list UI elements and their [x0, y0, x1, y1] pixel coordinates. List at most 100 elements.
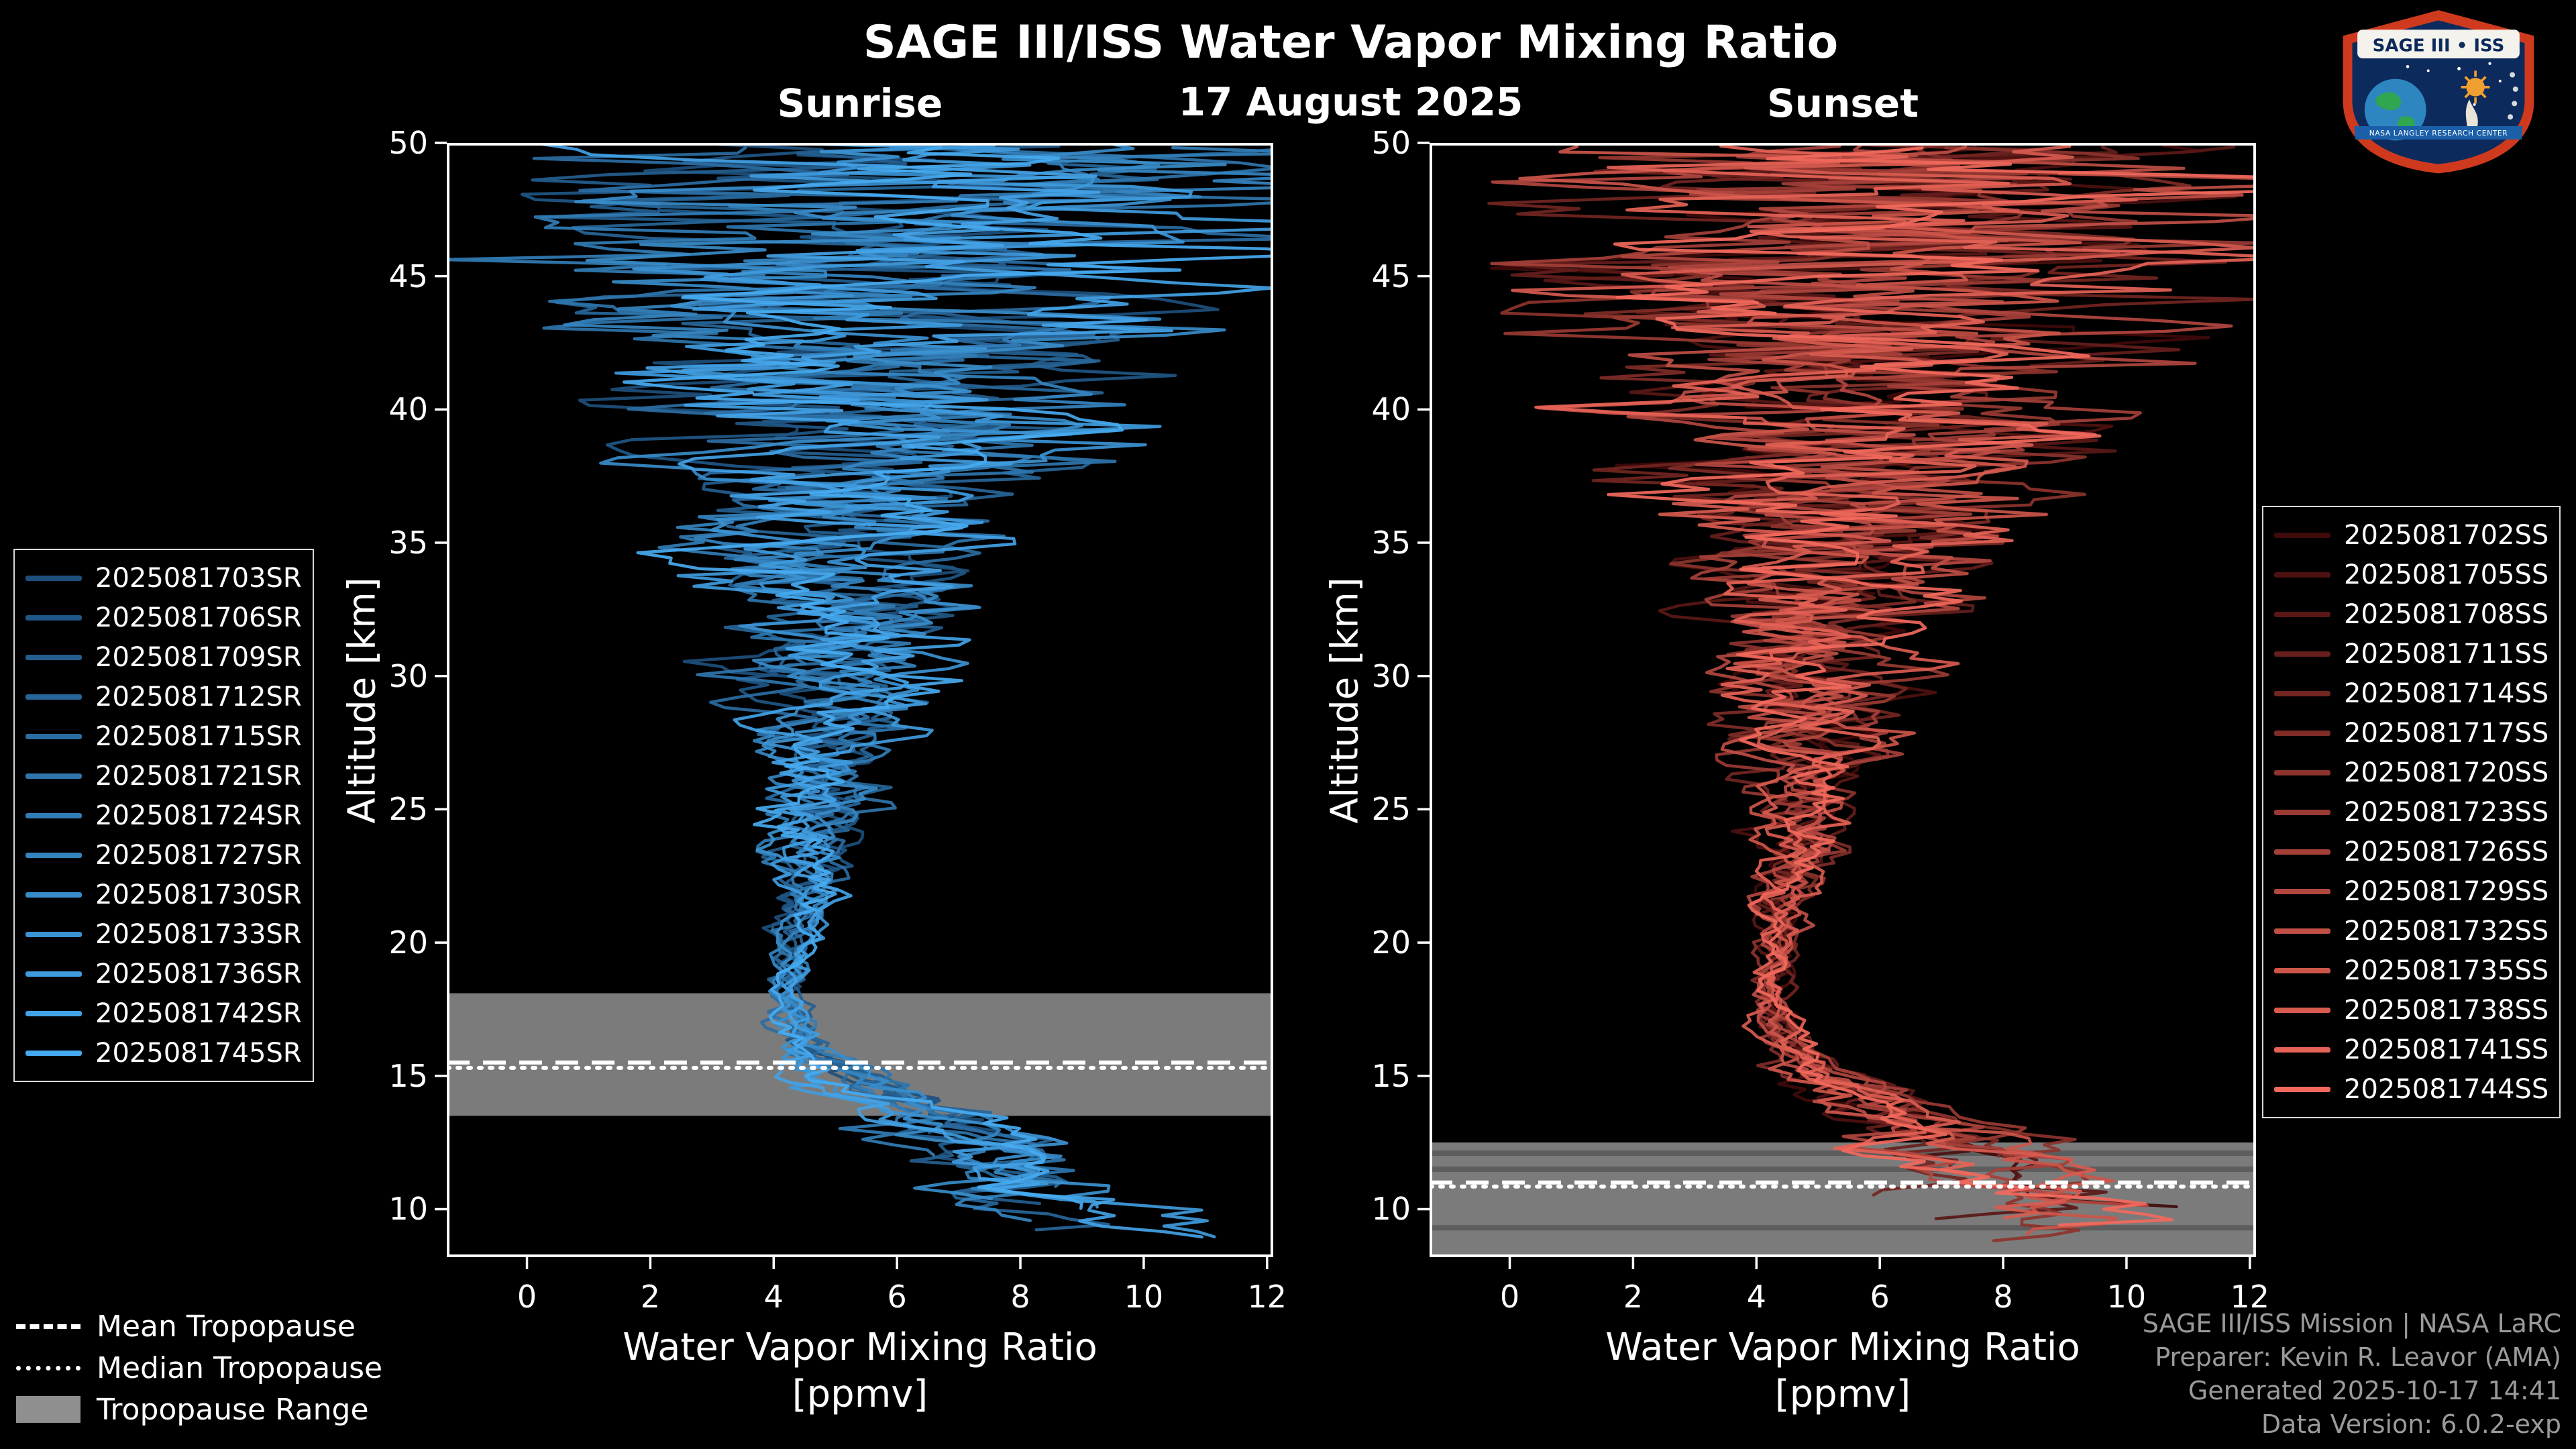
legend-item: 2025081705SS [2274, 555, 2548, 594]
sunset-profile-line [1511, 145, 2256, 1220]
x-tick-label: 2 [640, 1279, 661, 1315]
y-tick-label: 20 [1371, 924, 1411, 961]
y-tick-label: 30 [388, 657, 428, 694]
legend-label: 2025081729SS [2344, 875, 2549, 907]
line-swatch [2274, 572, 2330, 578]
sunrise-plot [435, 142, 1273, 1269]
sunset-panel-title: Sunset [1767, 80, 1919, 126]
legend-label: 2025081709SR [95, 641, 302, 673]
line-swatch [2274, 849, 2330, 855]
line-swatch [2274, 690, 2330, 696]
legend-label: 2025081727SR [95, 839, 302, 871]
tropopause-range-legend-item: Tropopause Range [16, 1389, 382, 1430]
legend-item: 2025081726SS [2274, 832, 2548, 871]
line-swatch [25, 931, 82, 937]
line-swatch [2274, 651, 2330, 657]
y-tick-label: 35 [1371, 525, 1411, 561]
legend-label: 2025081714SS [2344, 678, 2549, 709]
y-tick-label: 25 [1371, 791, 1411, 828]
legend-label: 2025081715SR [95, 720, 302, 752]
line-swatch [25, 1050, 82, 1056]
legend-item: 2025081708SS [2274, 594, 2548, 634]
legend-item: 2025081732SS [2274, 911, 2548, 951]
legend-label: 2025081733SR [95, 918, 302, 950]
y-tick-label: 30 [1371, 657, 1411, 694]
x-tick-label: 6 [887, 1279, 907, 1315]
legend-label: 2025081744SS [2344, 1073, 2549, 1105]
sunset-plot-area [1430, 143, 2256, 1255]
credit-line: Preparer: Kevin R. Leavor (AMA) [2155, 1342, 2561, 1372]
legend-item: 2025081745SR [25, 1033, 302, 1073]
logo-ribbon [2354, 126, 2523, 140]
legend-item: 2025081715SR [25, 716, 302, 756]
legend-item: 2025081729SS [2274, 871, 2548, 911]
legend-label: Mean Tropopause [97, 1309, 356, 1344]
line-swatch [2274, 928, 2330, 934]
line-swatch [2274, 967, 2330, 973]
sunrise-legend: 2025081703SR 2025081706SR 2025081709SR 2025… [13, 549, 314, 1082]
legend-label: 2025081717SS [2344, 717, 2549, 749]
legend-label: 2025081712SR [95, 681, 302, 712]
sunrise-profile-line [539, 143, 1273, 1239]
figure-title: SAGE III/ISS Water Vapor Mixing Ratio [863, 16, 1839, 69]
logo-banner-top [2357, 30, 2520, 59]
mean-tropopause-legend-item: Mean Tropopause [16, 1305, 382, 1347]
sunset-y-axis-label: Altitude [km] [1323, 576, 1367, 824]
y-tick-label: 50 [388, 125, 428, 161]
sunrise-profile-line [614, 143, 1273, 1238]
legend-label: 2025081732SS [2344, 915, 2549, 947]
x-tick-label: 8 [1010, 1279, 1030, 1315]
y-tick-label: 45 [388, 258, 428, 294]
sunrise-x-axis-units: [ppmv] [792, 1373, 928, 1416]
legend-item: 2025081714SS [2274, 674, 2548, 713]
legend-item: 2025081720SS [2274, 753, 2548, 792]
legend-label: Median Tropopause [97, 1350, 383, 1385]
line-swatch [25, 614, 82, 621]
line-swatch [2274, 809, 2330, 815]
legend-label: 2025081742SR [95, 998, 302, 1029]
sunset-legend: 2025081702SS 2025081705SS 2025081708SS 2025… [2262, 506, 2561, 1118]
legend-item: 2025081723SS [2274, 792, 2548, 832]
line-swatch [25, 1010, 82, 1016]
credits: SAGE III/ISS Mission | NASA LaRC Prepare… [2143, 1307, 2561, 1441]
median-tropopause-legend-item: Median Tropopause [16, 1347, 382, 1389]
legend-label: 2025081724SR [95, 800, 302, 831]
dashed-line-swatch [16, 1324, 80, 1329]
legend-item: 2025081742SR [25, 994, 302, 1033]
credit-line: Data Version: 6.0.2-exp [2261, 1409, 2561, 1439]
line-swatch [25, 654, 82, 660]
legend-item: 2025081703SR [25, 558, 302, 598]
legend-label: 2025081706SR [95, 602, 302, 633]
legend-label: 2025081705SS [2344, 559, 2549, 590]
y-tick-label: 45 [1371, 258, 1411, 294]
x-tick-label: 12 [1247, 1279, 1287, 1315]
legend-item: 2025081717SS [2274, 713, 2548, 753]
line-swatch [25, 971, 82, 977]
y-tick-label: 50 [1371, 125, 1411, 161]
sunrise-y-axis-label: Altitude [km] [340, 576, 384, 824]
x-tick-label: 0 [517, 1279, 537, 1315]
sunset-profile-line [1491, 143, 2233, 1208]
line-swatch [2274, 888, 2330, 894]
legend-label: 2025081741SS [2344, 1034, 2549, 1065]
x-tick-label: 0 [1499, 1279, 1520, 1315]
credit-line: Generated 2025-10-17 14:41 [2188, 1376, 2561, 1405]
legend-item: 2025081724SR [25, 796, 302, 835]
legend-item: 2025081738SS [2274, 990, 2548, 1030]
legend-label: 2025081730SR [95, 879, 302, 910]
legend-item: 2025081735SS [2274, 951, 2548, 990]
legend-label: 2025081721SR [95, 760, 302, 792]
legend-item: 2025081730SR [25, 875, 302, 914]
legend-label: 2025081711SS [2344, 638, 2549, 669]
legend-item: 2025081709SR [25, 637, 302, 677]
plot-border [447, 143, 1273, 1257]
sunset-x-axis-label: Water Vapor Mixing Ratio [1605, 1326, 2080, 1369]
figure-date: 17 August 2025 [1178, 79, 1523, 125]
logo-title: SAGE III • ISS [2373, 36, 2505, 56]
legend-label: 2025081702SS [2344, 519, 2549, 551]
line-swatch [25, 852, 82, 858]
legend-item: 2025081711SS [2274, 634, 2548, 674]
line-swatch [2274, 1086, 2330, 1092]
y-tick-label: 40 [388, 391, 428, 428]
legend-label: 2025081703SR [95, 562, 302, 594]
